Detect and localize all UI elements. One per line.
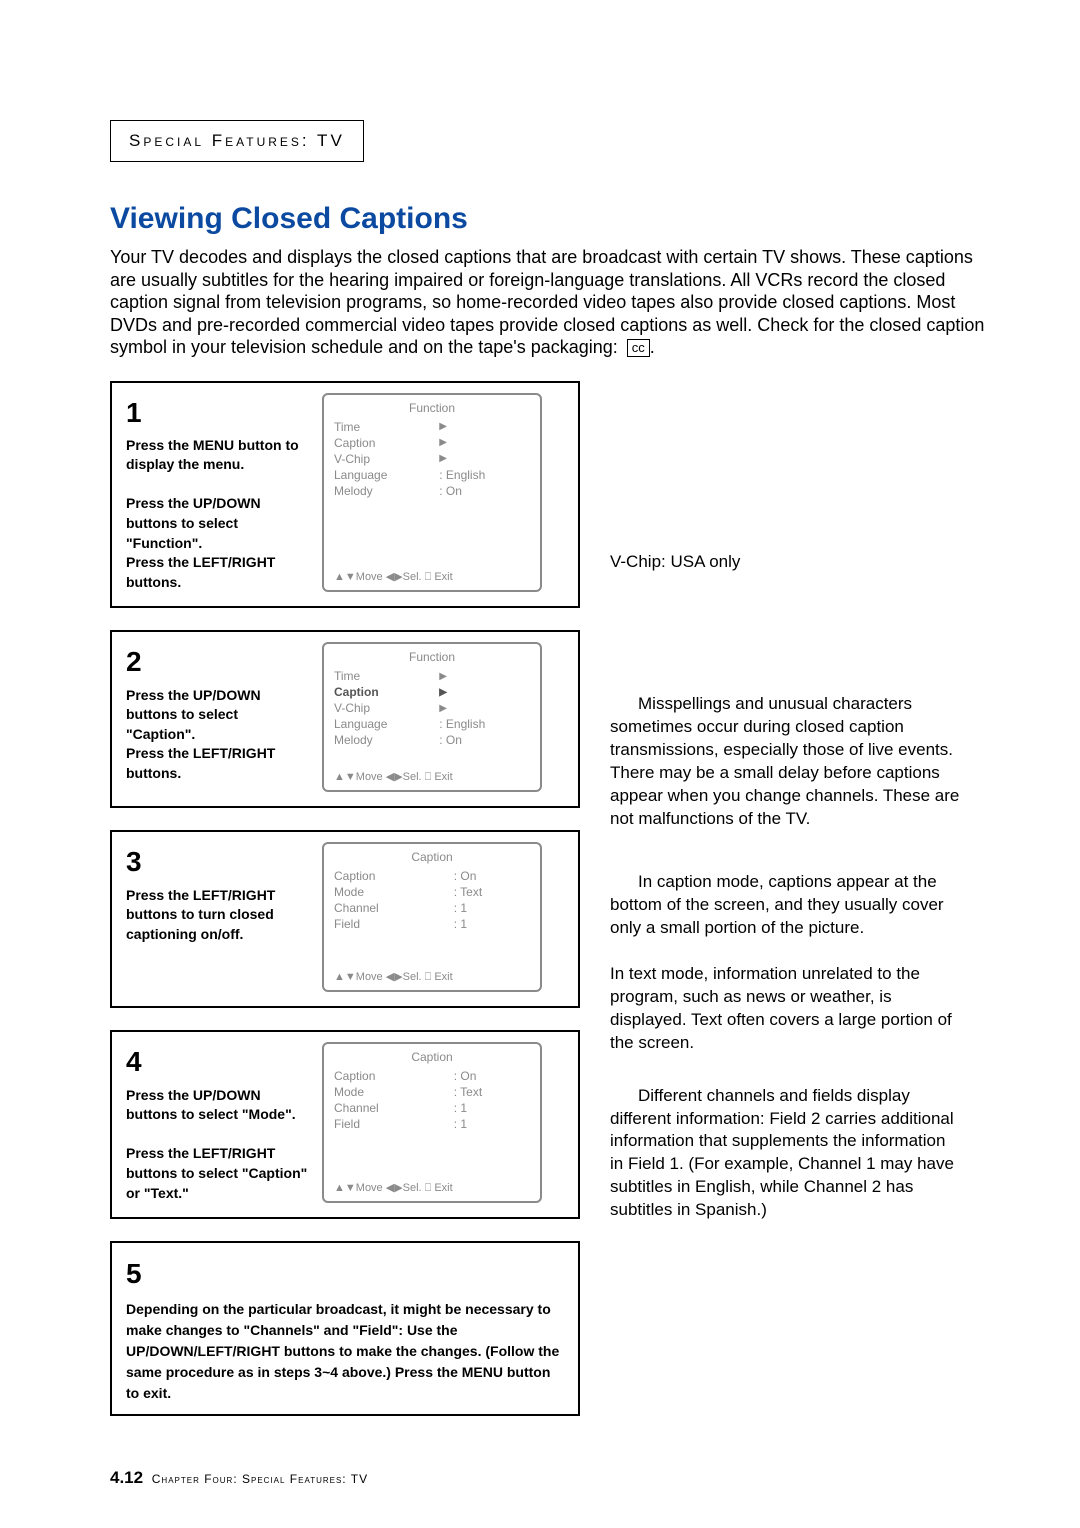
osd-2-footer: ▲▼Move ◀▶Sel. ⎕ Exit [334,770,530,784]
step-2-line-a: Press the UP/DOWN buttons to select "Cap… [126,686,308,745]
cc-icon: cc [627,339,650,357]
page-title: Viewing Closed Captions [110,202,990,236]
step-4-line-b: Press the LEFT/RIGHT buttons to select "… [126,1144,308,1203]
step-4-number: 4 [126,1042,308,1081]
osd-4-table: Caption: On Mode: Text Channel: 1 Field:… [334,1068,530,1132]
osd-row: Mode [334,1084,454,1100]
step-2-osd: Function Time▶ Caption▶ V-Chip▶ Language… [322,642,542,792]
osd-val: : Text [454,884,530,900]
step-1-osd: Function Time▶ Caption▶ V-Chip▶ Language… [322,393,542,593]
right-column: V-Chip: USA only Misspellings and unusua… [610,381,960,1439]
osd-row: Field [334,1116,454,1132]
left-column: 1 Press the MENU button to display the m… [110,381,580,1439]
osd-val: ▶ [439,435,530,451]
step-3-line-a: Press the LEFT/RIGHT buttons to turn clo… [126,886,308,945]
step-1-line-b: Press the UP/DOWN buttons to select "Fun… [126,494,308,553]
osd-val: ▶ [439,668,530,684]
step-5-box: 5 Depending on the particular broadcast,… [110,1241,580,1416]
osd-val: : English [439,467,530,483]
osd-row: Language [334,467,439,483]
step-1-box: 1 Press the MENU button to display the m… [110,381,580,609]
osd-row: Melody [334,732,439,748]
note-1-text: Misspellings and unusual characters some… [610,693,960,831]
osd-3-table: Caption: On Mode: Text Channel: 1 Field:… [334,868,530,932]
step-2-box: 2 Press the UP/DOWN buttons to select "C… [110,630,580,808]
page: Special Features: TV Viewing Closed Capt… [0,0,1080,1528]
osd-val: : On [454,1068,530,1084]
note-2a-text: In caption mode, captions appear at the … [610,871,960,940]
osd-row: Caption [334,684,439,700]
note-channels-fields: Different channels and fields display di… [610,1085,960,1223]
osd-row: Melody [334,483,439,499]
step-3-box: 3 Press the LEFT/RIGHT buttons to turn c… [110,830,580,1008]
osd-row: Caption [334,1068,454,1084]
osd-val: ▶ [439,684,530,700]
step-4-text: 4 Press the UP/DOWN buttons to select "M… [126,1042,308,1203]
step-4-line-a: Press the UP/DOWN buttons to select "Mod… [126,1086,308,1125]
step-1-line-c: Press the LEFT/RIGHT buttons. [126,553,308,592]
osd-val: : 1 [454,900,530,916]
step-3-osd: Caption Caption: On Mode: Text Channel: … [322,842,542,992]
osd-val: : 1 [454,1116,530,1132]
osd-1-title: Function [334,401,530,415]
osd-val: ▶ [439,451,530,467]
osd-val: : On [439,732,530,748]
osd-val: : Text [454,1084,530,1100]
osd-row: V-Chip [334,451,439,467]
page-footer: 4.12 Chapter Four: Special Features: TV [110,1468,368,1488]
osd-val: : 1 [454,1100,530,1116]
page-number: 4.12 [110,1468,143,1487]
osd-row: Channel [334,1100,454,1116]
section-tab: Special Features: TV [110,120,364,162]
osd-row: Mode [334,884,454,900]
step-1-line-a: Press the MENU button to display the men… [126,436,308,475]
osd-2-title: Function [334,650,530,664]
osd-2-table: Time▶ Caption▶ V-Chip▶ Language: English… [334,668,530,748]
osd-row: Channel [334,900,454,916]
note-2b-text: In text mode, information unrelated to t… [610,963,960,1055]
step-2-text: 2 Press the UP/DOWN buttons to select "C… [126,642,308,792]
note-misspellings: Misspellings and unusual characters some… [610,693,960,831]
step-5-number: 5 [126,1253,564,1295]
note-3-text: Different channels and fields display di… [610,1085,960,1223]
content-columns: 1 Press the MENU button to display the m… [110,381,990,1439]
footer-text: Chapter Four: Special Features: TV [152,1472,368,1486]
step-4-box: 4 Press the UP/DOWN buttons to select "M… [110,1030,580,1219]
intro-text: Your TV decodes and displays the closed … [110,247,984,357]
step-5-text: Depending on the particular broadcast, i… [126,1299,564,1404]
osd-val: : English [439,716,530,732]
step-4-osd: Caption Caption: On Mode: Text Channel: … [322,1042,542,1203]
osd-4-title: Caption [334,1050,530,1064]
osd-val: : 1 [454,916,530,932]
intro-paragraph: Your TV decodes and displays the closed … [110,246,990,359]
osd-val: ▶ [439,700,530,716]
osd-row: Caption [334,435,439,451]
osd-1-table: Time▶ Caption▶ V-Chip▶ Language: English… [334,419,530,499]
osd-4-footer: ▲▼Move ◀▶Sel. ⎕ Exit [334,1181,530,1195]
step-3-text: 3 Press the LEFT/RIGHT buttons to turn c… [126,842,308,992]
vchip-note: V-Chip: USA only [610,551,960,574]
osd-val: : On [454,868,530,884]
osd-row: Time [334,419,439,435]
osd-row: Field [334,916,454,932]
osd-row: Time [334,668,439,684]
note-caption-mode: In caption mode, captions appear at the … [610,871,960,1055]
osd-val: : On [439,483,530,499]
osd-3-footer: ▲▼Move ◀▶Sel. ⎕ Exit [334,970,530,984]
intro-period: . [650,337,655,357]
step-1-number: 1 [126,393,308,432]
osd-val: ▶ [439,419,530,435]
osd-1-footer: ▲▼Move ◀▶Sel. ⎕ Exit [334,570,530,584]
step-2-line-b: Press the LEFT/RIGHT buttons. [126,744,308,783]
step-2-number: 2 [126,642,308,681]
step-3-number: 3 [126,842,308,881]
osd-row: Language [334,716,439,732]
osd-row: Caption [334,868,454,884]
step-1-text: 1 Press the MENU button to display the m… [126,393,308,593]
osd-row: V-Chip [334,700,439,716]
osd-3-title: Caption [334,850,530,864]
